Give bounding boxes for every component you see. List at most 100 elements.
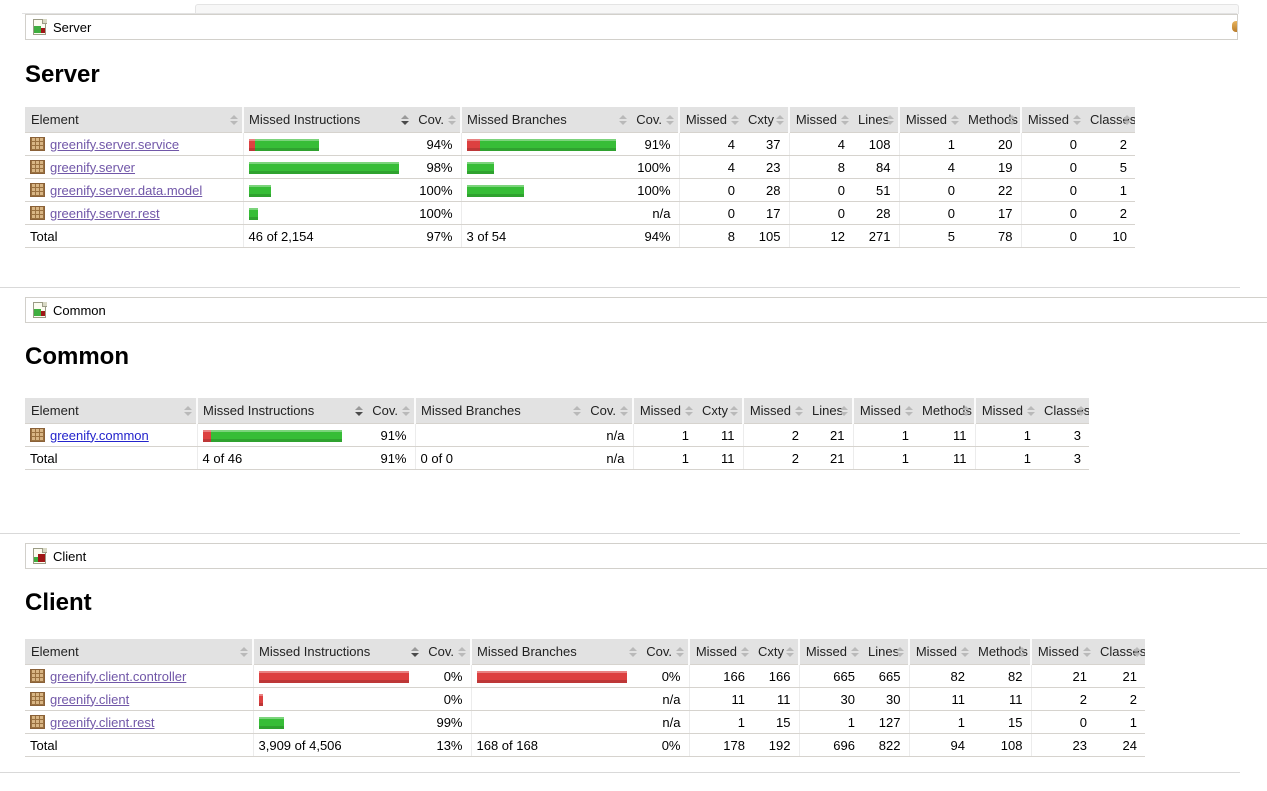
coverage-bar-cell <box>460 201 631 225</box>
column-header-cov-[interactable]: Cov. <box>631 107 679 133</box>
package-link[interactable]: greenify.client <box>50 691 130 707</box>
column-header-missed-instructions[interactable]: Missed Instructions <box>252 639 423 665</box>
column-header-classes[interactable]: Classes <box>1039 398 1089 424</box>
sort-icon <box>961 646 969 657</box>
column-header-cov-[interactable]: Cov. <box>413 107 461 133</box>
counter-cell: 23 <box>743 155 789 179</box>
column-header-lines[interactable]: Lines <box>853 107 899 133</box>
column-header-missed[interactable]: Missed <box>852 398 917 424</box>
counter-cell: 30 <box>798 687 863 711</box>
table-row: greenify.server.service 94% 91% 4 37 4 108 1 20 0… <box>25 132 1135 156</box>
column-header-lines[interactable]: Lines <box>863 639 909 665</box>
total-branch-coverage: 94% <box>631 224 679 248</box>
column-header-element[interactable]: Element <box>25 107 243 133</box>
package-link[interactable]: greenify.client.rest <box>50 714 155 730</box>
column-header-missed[interactable]: Missed <box>678 107 743 133</box>
total-counter-cell: 12 <box>788 224 853 248</box>
total-counter-cell: 271 <box>853 224 899 248</box>
column-header-cxty[interactable]: Cxty <box>743 107 789 133</box>
column-header-classes[interactable]: Classes <box>1095 639 1145 665</box>
package-link[interactable]: greenify.common <box>50 427 149 443</box>
counter-cell: 1 <box>974 423 1039 447</box>
section-client: Client Client Element Missed Instructions… <box>0 543 1267 757</box>
column-header-missed[interactable]: Missed <box>788 107 853 133</box>
column-header-cov-[interactable]: Cov. <box>641 639 689 665</box>
column-header-missed-branches[interactable]: Missed Branches <box>470 639 641 665</box>
total-counter-cell: 178 <box>688 733 753 757</box>
column-header-missed-branches[interactable]: Missed Branches <box>414 398 585 424</box>
column-header-missed-branches[interactable]: Missed Branches <box>460 107 631 133</box>
column-header-missed[interactable]: Missed <box>1030 639 1095 665</box>
column-header-element[interactable]: Element <box>25 398 197 424</box>
bar-red-segment <box>258 670 409 683</box>
package-icon <box>30 182 45 197</box>
coverage-red-block <box>41 28 45 33</box>
column-header-missed[interactable]: Missed <box>688 639 753 665</box>
counter-cell: 1 <box>1095 710 1145 734</box>
column-header-methods[interactable]: Methods <box>973 639 1031 665</box>
branch-coverage-percent: 100% <box>631 155 679 179</box>
total-counter-cell: 105 <box>743 224 789 248</box>
counter-cell: 2 <box>1085 201 1135 225</box>
column-header-cov-[interactable]: Cov. <box>423 639 471 665</box>
column-header-missed[interactable]: Missed <box>632 398 697 424</box>
sort-icon <box>786 646 794 657</box>
column-header-missed-instructions[interactable]: Missed Instructions <box>242 107 413 133</box>
column-header-cxty[interactable]: Cxty <box>697 398 743 424</box>
instruction-coverage-percent: 100% <box>413 201 461 225</box>
coverage-bar <box>248 184 409 197</box>
header-row: Element Missed Instructions Cov. Missed Bra… <box>25 639 1145 665</box>
column-header-missed[interactable]: Missed <box>974 398 1039 424</box>
column-header-missed-instructions[interactable]: Missed Instructions <box>196 398 367 424</box>
counter-cell: 0 <box>678 201 743 225</box>
coverage-bar-cell <box>242 178 413 202</box>
section-separator <box>0 287 1240 288</box>
column-header-methods[interactable]: Methods <box>963 107 1021 133</box>
counter-cell: 3 <box>1039 423 1089 447</box>
column-header-element[interactable]: Element <box>25 639 253 665</box>
branch-coverage-percent: 0% <box>641 664 689 688</box>
column-header-cxty[interactable]: Cxty <box>753 639 799 665</box>
column-header-classes[interactable]: Classes <box>1085 107 1135 133</box>
column-header-label: Missed Instructions <box>203 403 315 418</box>
counter-cell: 1 <box>898 132 963 156</box>
counter-cell: 20 <box>963 132 1021 156</box>
counter-cell: 0 <box>1020 201 1085 225</box>
column-header-missed[interactable]: Missed <box>908 639 973 665</box>
breadcrumb-bar: Client <box>25 543 1267 569</box>
sort-icon <box>401 114 409 125</box>
column-header-label: Cov. <box>590 403 616 418</box>
package-link[interactable]: greenify.client.controller <box>50 668 187 684</box>
instruction-coverage-percent: 94% <box>413 132 461 156</box>
sort-icon <box>1083 646 1091 657</box>
column-header-missed[interactable]: Missed <box>1020 107 1085 133</box>
package-link[interactable]: greenify.server.service <box>50 136 180 152</box>
column-header-lines[interactable]: Lines <box>807 398 853 424</box>
section-common: Common Common Element Missed Instructions… <box>0 297 1267 470</box>
table-row: greenify.client 0% n/a 11 11 30 30 11 11 2 2 <box>25 687 1145 711</box>
column-header-cov-[interactable]: Cov. <box>585 398 633 424</box>
package-link[interactable]: greenify.server.rest <box>50 205 160 221</box>
total-counter-cell: 2 <box>742 446 807 470</box>
column-header-methods[interactable]: Methods <box>917 398 975 424</box>
branch-coverage-percent: n/a <box>585 423 633 447</box>
table-row: greenify.server 98% 100% 4 23 8 84 4 19 0 5 <box>25 155 1135 179</box>
total-counter-cell: 11 <box>697 446 743 470</box>
branch-coverage-percent: n/a <box>641 710 689 734</box>
coverage-table: Element Missed Instructions Cov. Missed Bra… <box>25 398 1089 470</box>
counter-cell: 28 <box>743 178 789 202</box>
package-link[interactable]: greenify.server <box>50 159 136 175</box>
column-header-missed[interactable]: Missed <box>898 107 963 133</box>
sort-icon <box>1008 114 1016 125</box>
column-header-label: Missed <box>981 403 1023 418</box>
column-header-missed[interactable]: Missed <box>798 639 863 665</box>
column-header-cov-[interactable]: Cov. <box>367 398 415 424</box>
bar-red-segment <box>202 429 211 442</box>
package-link[interactable]: greenify.server.data.model <box>50 182 203 198</box>
column-header-missed[interactable]: Missed <box>742 398 807 424</box>
counter-cell: 30 <box>863 687 909 711</box>
sessions-icon[interactable] <box>1232 21 1237 32</box>
counter-cell: 127 <box>863 710 909 734</box>
breadcrumb-bar: Common <box>25 297 1267 323</box>
page-fold <box>42 302 47 307</box>
